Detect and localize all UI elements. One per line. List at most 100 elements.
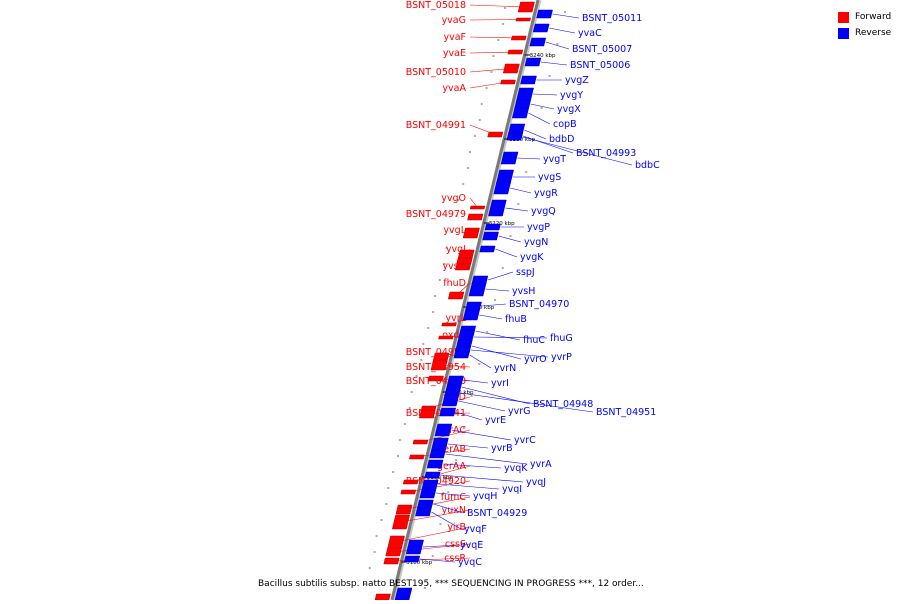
reverse-gene-label: yvrC bbox=[514, 435, 536, 446]
forward-gene-label: yvgO bbox=[441, 193, 466, 204]
reverse-leader-line bbox=[487, 271, 514, 281]
reverse-gene-label: yvgX bbox=[557, 104, 581, 115]
reverse-leader-line bbox=[440, 474, 524, 483]
reverse-leader-line bbox=[540, 61, 568, 66]
reverse-gene bbox=[516, 87, 534, 101]
reverse-leader-line bbox=[522, 135, 574, 154]
reverse-leader-line bbox=[498, 235, 522, 243]
reverse-leader-line bbox=[419, 558, 456, 563]
forward-gene-label: yvgL bbox=[443, 225, 466, 236]
forward-leader-line bbox=[396, 526, 471, 543]
reverse-gene-label: bdbD bbox=[549, 134, 574, 145]
reverse-gene bbox=[506, 133, 523, 141]
reverse-gene bbox=[419, 487, 437, 499]
reverse-gene bbox=[482, 231, 499, 241]
forward-swatch bbox=[838, 11, 849, 23]
reverse-leader-line bbox=[445, 453, 528, 465]
reverse-gene bbox=[514, 99, 531, 109]
reverse-gene-label: yvrN bbox=[494, 363, 516, 374]
forward-leader-line bbox=[469, 124, 496, 135]
forward-gene bbox=[374, 593, 391, 601]
reverse-gene-label: yvgN bbox=[524, 237, 548, 248]
reverse-leader-line bbox=[455, 411, 483, 421]
forward-gene-label: gerAB bbox=[437, 444, 466, 455]
reverse-gene-label: bdbC bbox=[635, 160, 660, 171]
reverse-leader-line bbox=[479, 314, 503, 320]
reverse-gene bbox=[439, 407, 457, 417]
forward-leader-line bbox=[469, 51, 516, 54]
forward-leader-line bbox=[464, 260, 471, 267]
forward-gene-label: yvaG bbox=[442, 15, 466, 26]
reverse-gene bbox=[444, 389, 461, 397]
forward-leader-line bbox=[439, 364, 471, 368]
reverse-gene bbox=[431, 437, 449, 451]
reverse-gene bbox=[421, 479, 439, 489]
reverse-leader-line bbox=[470, 349, 549, 358]
reverse-leader-line bbox=[475, 330, 521, 341]
reverse-gene-label: yvrE bbox=[485, 415, 506, 426]
reverse-gene-label: BSNT_05007 bbox=[572, 44, 632, 55]
reverse-gene bbox=[394, 587, 413, 601]
forward-gene-label: cssS bbox=[445, 539, 466, 550]
forward-gene-label: BSNT_04955 bbox=[406, 347, 466, 358]
reverse-leader-line bbox=[528, 112, 551, 125]
reverse-gene bbox=[524, 57, 542, 67]
reverse-gene bbox=[447, 375, 464, 385]
forward-gene-label: BSNT_05010 bbox=[406, 67, 466, 78]
forward-leader-line bbox=[469, 197, 478, 208]
reverse-swatch bbox=[838, 27, 849, 39]
forward-leader-line bbox=[393, 543, 471, 553]
reverse-gene-label: BSNT_05011 bbox=[582, 13, 642, 24]
genome-axis bbox=[390, 0, 540, 601]
reverse-leader-line bbox=[433, 503, 465, 514]
forward-leader-line bbox=[455, 282, 471, 296]
reverse-gene bbox=[529, 37, 547, 47]
reverse-gene bbox=[429, 449, 446, 459]
reverse-gene-label: yvqH bbox=[473, 491, 497, 502]
forward-gene-label: oxdC bbox=[442, 330, 466, 341]
reverse-gene-label: yvqE bbox=[460, 540, 483, 551]
reverse-leader-line bbox=[443, 463, 502, 469]
reverse-gene-label: yvrP bbox=[551, 352, 572, 363]
forward-gene-label: yirB bbox=[447, 522, 466, 533]
reverse-leader-line bbox=[463, 379, 489, 384]
tick-label: 3220 kbp bbox=[489, 221, 515, 227]
forward-leader-line bbox=[408, 480, 471, 493]
tick-label: 3210 kbp bbox=[468, 305, 494, 311]
reverse-leader-line bbox=[431, 511, 462, 530]
reverse-gene-label: yvrO bbox=[524, 354, 547, 365]
forward-leader-line bbox=[403, 496, 471, 510]
legend: Forward Reverse bbox=[838, 9, 898, 41]
forward-gene-label: yvaE bbox=[443, 48, 466, 59]
reverse-gene bbox=[417, 499, 434, 509]
reverse-gene-label: yvsH bbox=[512, 286, 535, 297]
reverse-gene-label: yvrA bbox=[530, 459, 552, 470]
reverse-gene bbox=[468, 281, 487, 297]
forward-gene-label: BSNT_04979 bbox=[406, 209, 466, 220]
reverse-gene bbox=[479, 245, 496, 253]
forward-gene-label: yvaF bbox=[443, 32, 466, 43]
reverse-gene bbox=[426, 459, 444, 469]
reverse-gene-label: yvqC bbox=[458, 557, 482, 568]
reverse-gene bbox=[532, 23, 550, 33]
reverse-gene-label: yvgQ bbox=[531, 206, 556, 217]
reverse-gene-label: sspJ bbox=[516, 267, 535, 278]
reverse-leader-line bbox=[495, 248, 518, 258]
reverse-gene-label: BSNT_04993 bbox=[576, 148, 636, 159]
reverse-gene bbox=[405, 539, 424, 555]
forward-gene-label: yvsG bbox=[442, 261, 466, 272]
reverse-leader-line bbox=[447, 443, 489, 449]
reverse-gene bbox=[488, 199, 507, 217]
reverse-leader-line bbox=[524, 129, 547, 140]
tick-label: 3190 kbp bbox=[427, 475, 453, 481]
reverse-leader-line bbox=[510, 187, 532, 194]
reverse-gene bbox=[445, 383, 462, 391]
reverse-gene-label: yvqF bbox=[464, 524, 487, 535]
reverse-gene-label: yvgT bbox=[543, 154, 566, 165]
reverse-gene-label: BSNT_04970 bbox=[509, 299, 569, 310]
reverse-gene bbox=[520, 75, 537, 85]
reverse-gene bbox=[511, 107, 530, 119]
legend-forward: Forward bbox=[838, 9, 898, 25]
